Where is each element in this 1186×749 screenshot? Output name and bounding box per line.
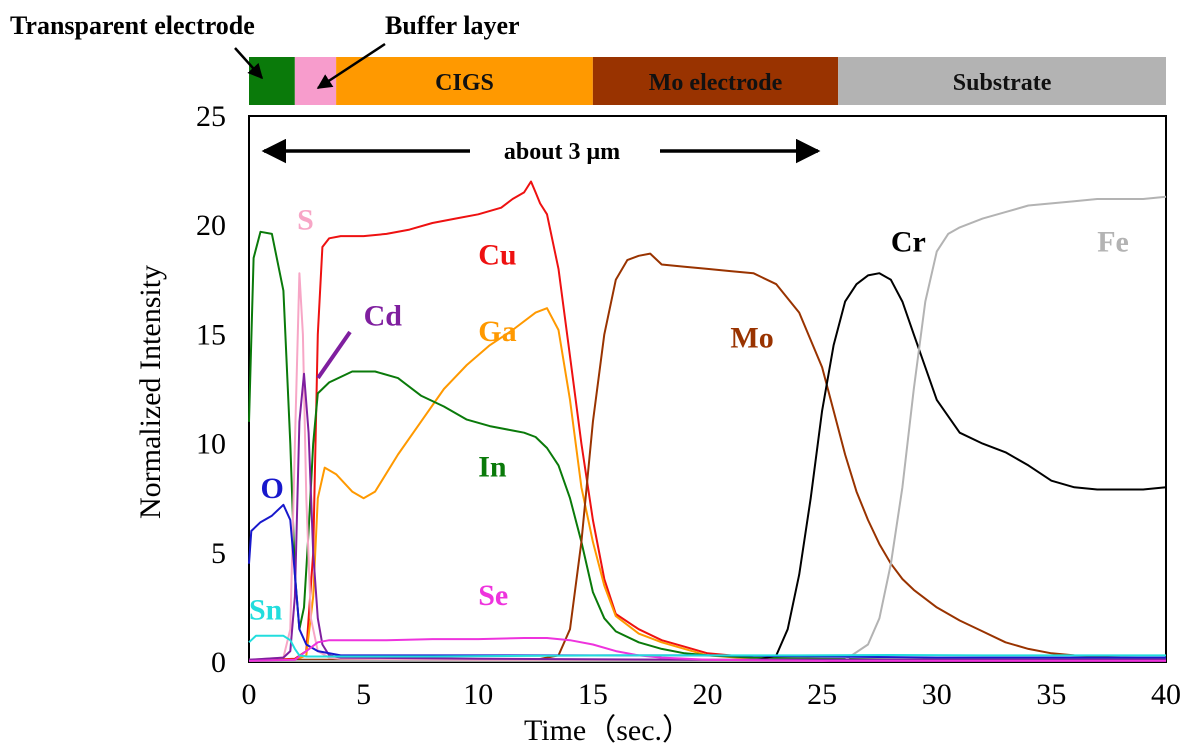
series-line-sn <box>248 634 1166 658</box>
series-label-sn: Sn <box>249 593 283 626</box>
layer-segment-substrate <box>838 57 1166 105</box>
callout-arrow-buffer-layer <box>316 42 386 90</box>
layer-segment-cigs <box>336 57 593 105</box>
y-axis-title: Normalized Intensity <box>134 265 167 519</box>
series-line-mo <box>249 252 1167 661</box>
series-label-s: S <box>297 204 314 237</box>
series-label-se: Se <box>478 579 508 612</box>
x-tick-label-30: 30 <box>922 678 952 711</box>
series-line-se <box>248 637 1166 662</box>
layer-label-mo-electrode: Mo electrode <box>649 70 783 96</box>
series-label-ga: Ga <box>478 315 516 348</box>
series-label-mo: Mo <box>730 322 773 355</box>
y-tick-label-25: 25 <box>196 100 226 133</box>
series-lines <box>248 180 1167 662</box>
series-label-cr: Cr <box>891 225 926 258</box>
x-tick-label-25: 25 <box>807 678 837 711</box>
layer-structure-bar: CIGS Mo electrode Substrate <box>249 57 1166 105</box>
series-line-ga <box>249 307 1166 661</box>
series-label-fe: Fe <box>1097 225 1129 258</box>
layer-label-substrate: Substrate <box>953 70 1052 96</box>
x-tick-label-15: 15 <box>578 678 608 711</box>
callout-buffer-layer: Buffer layer <box>385 11 520 40</box>
plot-area <box>248 115 1167 663</box>
series-label-o: O <box>260 472 283 505</box>
x-axis-ticks: 0 5 10 15 20 25 30 35 40 <box>242 678 1182 711</box>
series-line-in <box>248 230 1166 661</box>
x-tick-label-5: 5 <box>356 678 371 711</box>
y-tick-label-15: 15 <box>196 318 226 351</box>
x-tick-label-40: 40 <box>1151 678 1181 711</box>
y-tick-label-10: 10 <box>196 428 226 461</box>
x-tick-label-0: 0 <box>242 678 257 711</box>
y-tick-label-5: 5 <box>211 537 226 570</box>
series-label-cd: Cd <box>364 300 403 333</box>
layer-segment-mo-electrode <box>592 57 839 105</box>
cd-pointer-line <box>316 330 352 380</box>
series-line-fe <box>249 195 1167 662</box>
x-tick-label-10: 10 <box>463 678 493 711</box>
x-tick-label-20: 20 <box>693 678 723 711</box>
callout-arrow-transparent-electrode <box>234 47 264 80</box>
thickness-annotation: about 3 μm <box>504 139 620 165</box>
y-tick-label-20: 20 <box>196 209 226 242</box>
series-line-cr <box>249 272 1167 662</box>
layer-segment-thin-0 <box>249 57 295 105</box>
x-axis-title: Time（sec.） <box>524 714 692 747</box>
x-tick-label-35: 35 <box>1036 678 1066 711</box>
series-line-cd <box>248 372 1166 661</box>
y-tick-label-0: 0 <box>211 646 226 679</box>
series-label-in: In <box>478 450 507 483</box>
series-line-cu <box>249 180 1166 661</box>
series-line-o <box>248 503 1166 659</box>
y-axis-ticks: 0 5 10 15 20 25 <box>196 100 226 679</box>
layer-label-cigs: CIGS <box>435 70 494 96</box>
callout-transparent-electrode: Transparent electrode <box>10 11 255 40</box>
series-labels: Cu Ga In Mo Cr Fe S Cd O Se Sn <box>249 204 1129 627</box>
series-label-cu: Cu <box>478 239 516 272</box>
